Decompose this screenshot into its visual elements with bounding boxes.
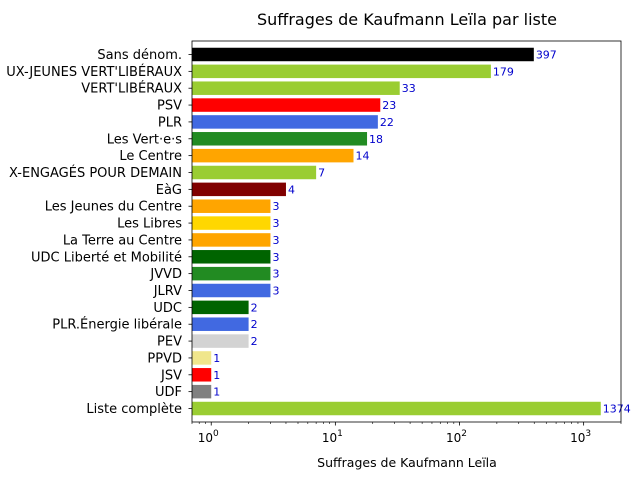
bar (192, 384, 212, 399)
x-tick-label: 103 (570, 429, 591, 445)
bar (192, 283, 271, 298)
bar (192, 132, 368, 146)
bar (192, 334, 249, 348)
bar (192, 300, 249, 315)
value-label: 397 (536, 48, 557, 61)
bar (192, 233, 271, 247)
bar (192, 81, 400, 95)
value-label: 7 (318, 166, 325, 179)
value-label: 3 (272, 251, 279, 264)
category-label: Les Vert·e·s (107, 132, 183, 147)
category-label: X-ENGAGÉS POUR DEMAIN (9, 165, 182, 181)
bar (192, 64, 491, 79)
value-label: 3 (272, 217, 279, 230)
value-label: 2 (251, 301, 258, 314)
bar (192, 317, 249, 331)
value-label: 2 (251, 335, 258, 348)
category-label: La Terre au Centre (63, 233, 182, 248)
value-label: 23 (382, 99, 396, 112)
category-label: JLRV (153, 284, 182, 299)
value-label: 3 (272, 200, 279, 213)
category-label: PLR (158, 115, 182, 130)
bar (192, 401, 601, 416)
category-label: JSV (160, 368, 182, 383)
category-label: PLR.Énergie libérale (52, 317, 182, 333)
value-label: 3 (272, 268, 279, 281)
bar (192, 216, 271, 230)
category-label: PEV (157, 335, 182, 350)
value-label: 14 (356, 150, 370, 163)
x-axis-label: Suffrages de Kaufmann Leïla (317, 455, 497, 470)
x-tick-label: 102 (446, 429, 467, 445)
category-label: Le Centre (119, 149, 182, 164)
bar (192, 351, 212, 365)
category-label: VERT'LIBÉRAUX (81, 81, 182, 97)
x-tick-label: 100 (198, 429, 219, 445)
value-label: 1 (213, 369, 220, 382)
bar (192, 182, 286, 197)
value-label: 22 (380, 116, 394, 129)
plot-frame (191, 40, 622, 423)
value-label: 2 (251, 318, 258, 331)
x-tick-label: 101 (322, 429, 343, 445)
value-label: 1 (213, 386, 220, 399)
value-label: 1374 (603, 403, 631, 416)
value-label: 3 (272, 285, 279, 298)
category-label: EàG (156, 183, 182, 198)
category-label: PSV (157, 99, 182, 114)
category-label: UDC (153, 301, 182, 316)
bar (192, 148, 354, 163)
bar (192, 368, 212, 382)
bar (192, 47, 534, 62)
value-label: 18 (369, 133, 383, 146)
category-label: Les Libres (117, 217, 182, 232)
category-label: UX-JEUNES VERT'LIBÉRAUX (6, 64, 182, 80)
category-label: Liste complète (86, 402, 182, 417)
category-label: PPVD (147, 351, 182, 366)
chart-title: Suffrages de Kaufmann Leïla par liste (257, 10, 557, 29)
bar (192, 115, 378, 129)
category-label: UDF (155, 385, 182, 400)
category-label: JVVD (149, 267, 182, 282)
category-label: UDC Liberté et Mobilité (31, 250, 182, 265)
bar (192, 98, 381, 112)
bar (192, 250, 271, 264)
category-label: Les Jeunes du Centre (45, 200, 182, 215)
bar (192, 199, 271, 213)
value-label: 179 (493, 65, 514, 78)
category-label: Sans dénom. (97, 48, 182, 63)
bar (192, 266, 271, 281)
value-label: 3 (272, 234, 279, 247)
value-label: 33 (402, 82, 416, 95)
value-label: 1 (213, 352, 220, 365)
value-label: 4 (288, 183, 295, 196)
bar (192, 165, 317, 180)
